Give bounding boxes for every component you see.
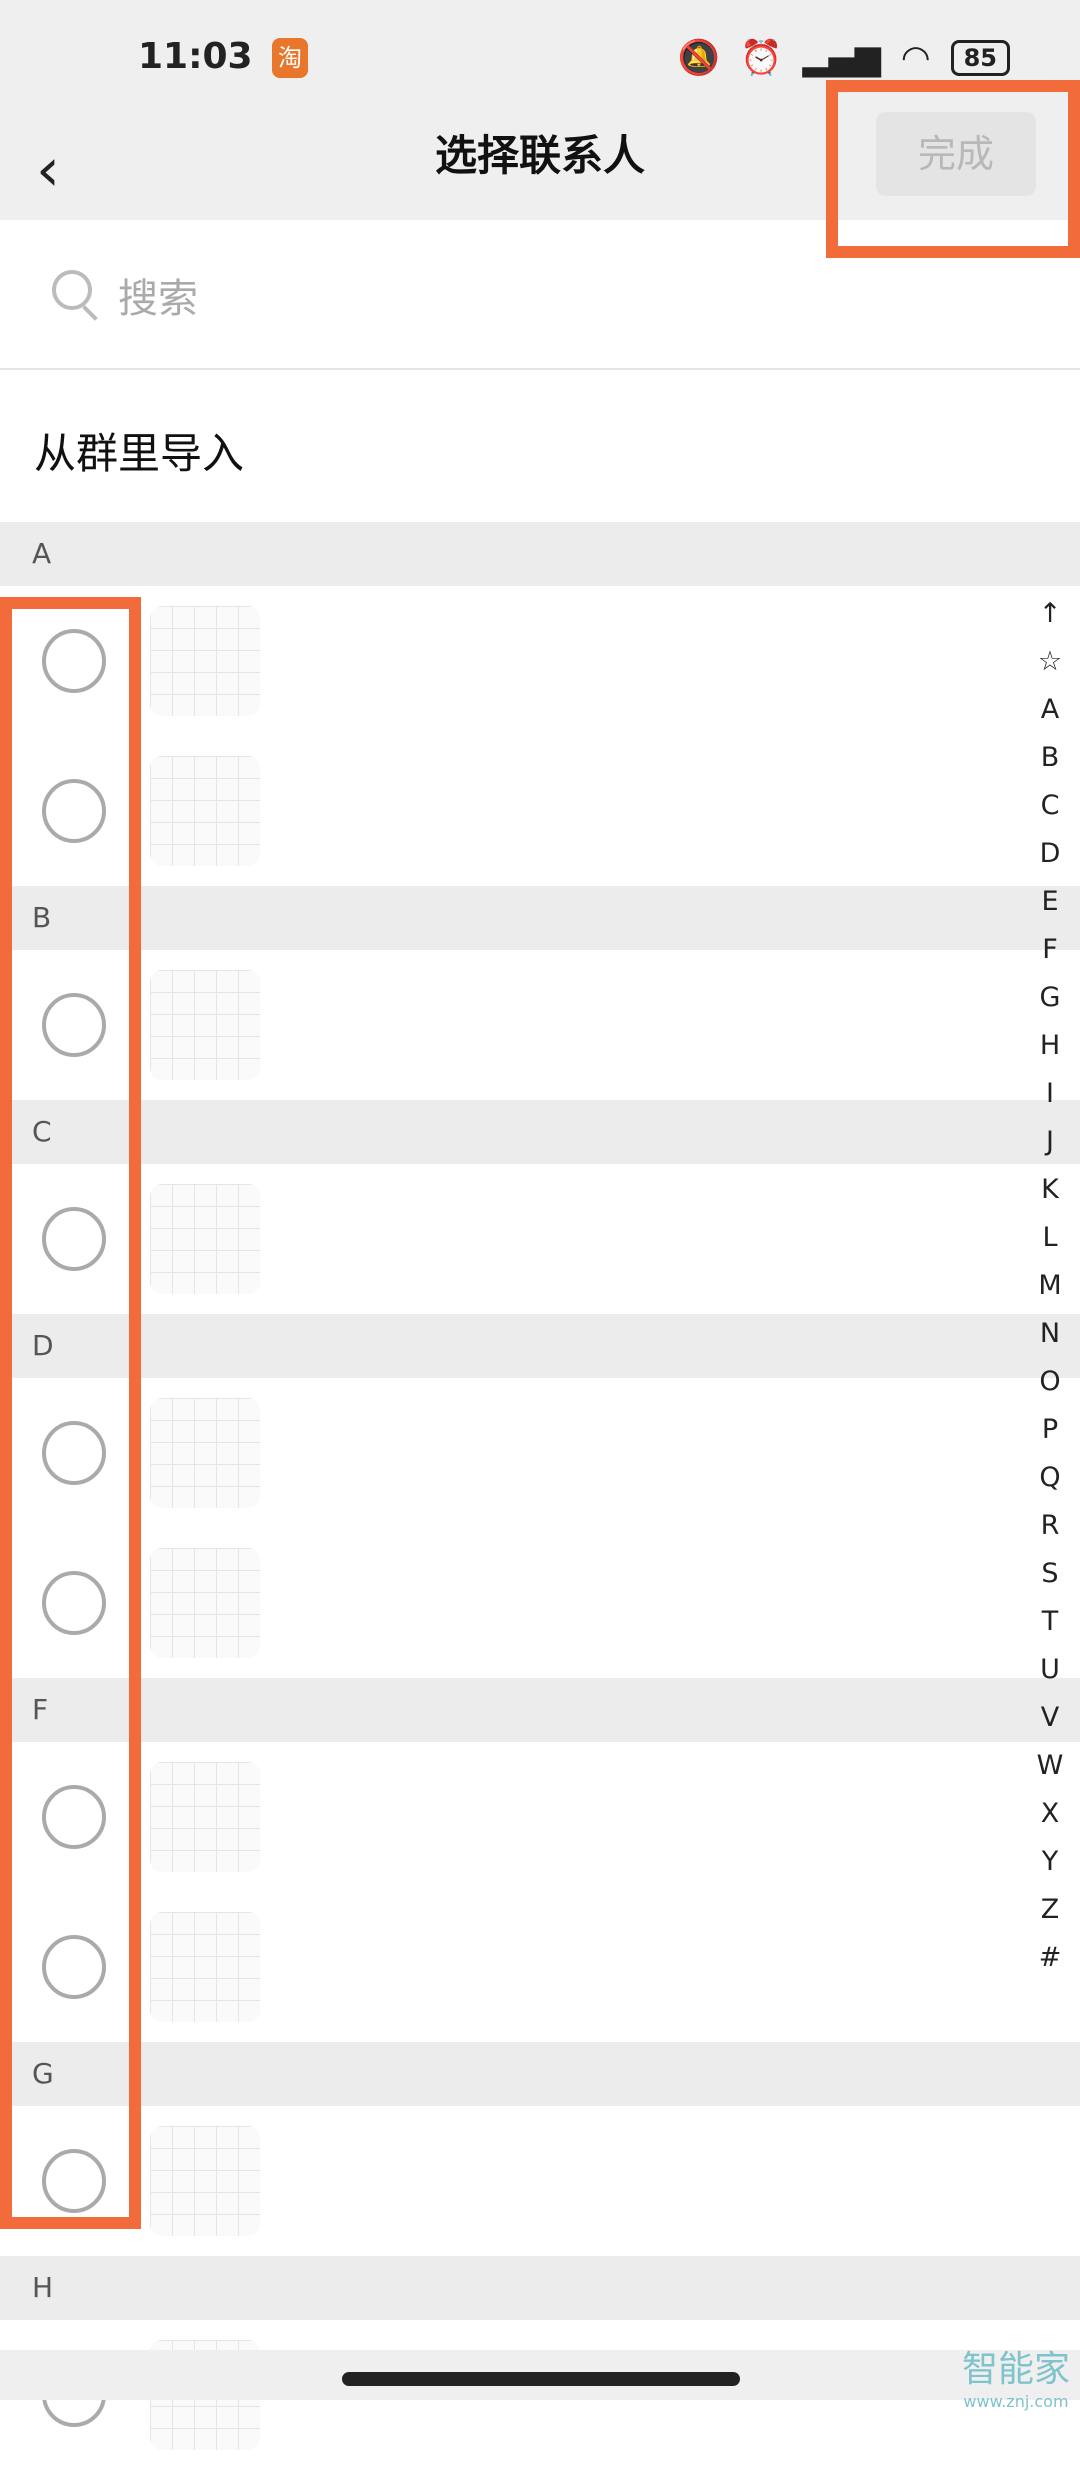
index-letter[interactable]: F bbox=[1042, 934, 1058, 965]
section-header-C: C bbox=[0, 1100, 1080, 1164]
select-radio[interactable] bbox=[42, 779, 106, 843]
index-letter[interactable]: U bbox=[1040, 1654, 1060, 1685]
index-letter[interactable]: ☆ bbox=[1037, 646, 1063, 677]
avatar bbox=[150, 1184, 260, 1294]
avatar bbox=[150, 756, 260, 866]
select-radio[interactable] bbox=[42, 1207, 106, 1271]
index-letter[interactable]: B bbox=[1040, 742, 1060, 773]
index-letter[interactable]: P bbox=[1041, 1414, 1059, 1445]
index-letter[interactable]: C bbox=[1040, 790, 1060, 821]
status-bar: 11:03 淘 🔕 ⏰ ▂▄▆ ◠ 85 bbox=[0, 0, 1080, 120]
avatar bbox=[150, 606, 260, 716]
index-letter[interactable]: X bbox=[1040, 1798, 1060, 1829]
index-letter[interactable]: E bbox=[1041, 886, 1059, 917]
section-letter: H bbox=[32, 2271, 54, 2304]
avatar bbox=[150, 1548, 260, 1658]
signal-icon: ▂▄▆ bbox=[802, 38, 881, 78]
section-letter: F bbox=[32, 1693, 49, 1726]
index-letter[interactable]: # bbox=[1038, 1942, 1062, 1973]
index-letter[interactable]: J bbox=[1046, 1126, 1054, 1157]
index-letter[interactable]: K bbox=[1041, 1174, 1059, 1205]
index-letter[interactable]: W bbox=[1036, 1750, 1064, 1781]
contact-row[interactable] bbox=[0, 586, 1080, 736]
index-letter[interactable]: V bbox=[1040, 1702, 1060, 1733]
contact-row[interactable] bbox=[0, 1742, 1080, 1892]
contact-row[interactable] bbox=[0, 1892, 1080, 2042]
mute-bell-icon: 🔕 bbox=[677, 38, 721, 78]
import-from-group[interactable]: 从群里导入 bbox=[34, 429, 245, 478]
contact-row[interactable] bbox=[0, 950, 1080, 1100]
watermark-logo: 智能家 www.znj.com bbox=[961, 2349, 1070, 2411]
section-letter: D bbox=[32, 1329, 54, 1362]
status-time: 11:03 bbox=[138, 36, 253, 77]
search-input[interactable]: 搜索 bbox=[118, 276, 198, 322]
index-letter[interactable]: Y bbox=[1041, 1846, 1059, 1877]
section-header-F: F bbox=[0, 1678, 1080, 1742]
index-letter[interactable]: G bbox=[1039, 982, 1061, 1013]
avatar bbox=[150, 1398, 260, 1508]
chevron-left-icon[interactable]: ‹ bbox=[36, 135, 60, 205]
section-header-A: A bbox=[0, 522, 1080, 586]
alphabet-index-bar[interactable]: ↑ ☆ A B C D E F G H I J K L M N O P Q R S T U V W X Y Z # bbox=[1030, 590, 1070, 1982]
select-radio[interactable] bbox=[42, 1785, 106, 1849]
contact-row[interactable] bbox=[0, 736, 1080, 886]
contact-row[interactable] bbox=[0, 1378, 1080, 1528]
done-button[interactable]: 完成 bbox=[876, 112, 1036, 196]
select-radio[interactable] bbox=[42, 2149, 106, 2213]
select-radio[interactable] bbox=[42, 1571, 106, 1635]
highlight-box-done bbox=[826, 80, 1080, 258]
avatar bbox=[150, 2126, 260, 2236]
index-letter[interactable]: Q bbox=[1039, 1462, 1061, 1493]
search-icon bbox=[52, 270, 92, 310]
index-letter[interactable]: R bbox=[1040, 1510, 1060, 1541]
contact-row[interactable] bbox=[0, 1528, 1080, 1678]
index-letter[interactable]: O bbox=[1039, 1366, 1061, 1397]
select-radio[interactable] bbox=[42, 1935, 106, 1999]
section-letter: C bbox=[32, 1115, 52, 1148]
index-letter[interactable]: ↑ bbox=[1038, 598, 1062, 629]
home-indicator[interactable] bbox=[342, 2372, 740, 2386]
section-letter: G bbox=[32, 2057, 54, 2090]
section-header-B: B bbox=[0, 886, 1080, 950]
select-radio[interactable] bbox=[42, 629, 106, 693]
avatar bbox=[150, 1762, 260, 1872]
section-header-D: D bbox=[0, 1314, 1080, 1378]
index-letter[interactable]: H bbox=[1039, 1030, 1061, 1061]
index-letter[interactable]: L bbox=[1042, 1222, 1058, 1253]
contact-row[interactable] bbox=[0, 1164, 1080, 1314]
section-header-H: H bbox=[0, 2256, 1080, 2320]
select-radio[interactable] bbox=[42, 1421, 106, 1485]
index-letter[interactable]: Z bbox=[1040, 1894, 1060, 1925]
battery-icon: 85 bbox=[950, 40, 1010, 76]
taobao-notification-icon: 淘 bbox=[272, 38, 308, 78]
index-letter[interactable]: N bbox=[1039, 1318, 1061, 1349]
select-radio[interactable] bbox=[42, 993, 106, 1057]
index-letter[interactable]: S bbox=[1041, 1558, 1059, 1589]
index-letter[interactable]: A bbox=[1040, 694, 1060, 725]
avatar bbox=[150, 1912, 260, 2022]
highlight-box-checkboxes bbox=[0, 597, 141, 2229]
section-letter: A bbox=[32, 537, 52, 570]
avatar bbox=[150, 970, 260, 1080]
wifi-icon: ◠ bbox=[900, 38, 931, 78]
section-header-G: G bbox=[0, 2042, 1080, 2106]
section-letter: B bbox=[32, 901, 52, 934]
index-letter[interactable]: T bbox=[1041, 1606, 1059, 1637]
index-letter[interactable]: M bbox=[1038, 1270, 1062, 1301]
alarm-icon: ⏰ bbox=[740, 38, 783, 78]
index-letter[interactable]: D bbox=[1039, 838, 1061, 869]
page-title: 选择联系人 bbox=[434, 131, 645, 180]
index-letter[interactable]: I bbox=[1046, 1078, 1054, 1109]
contact-row[interactable] bbox=[0, 2106, 1080, 2256]
search-bar[interactable]: 搜索 bbox=[0, 220, 1080, 370]
